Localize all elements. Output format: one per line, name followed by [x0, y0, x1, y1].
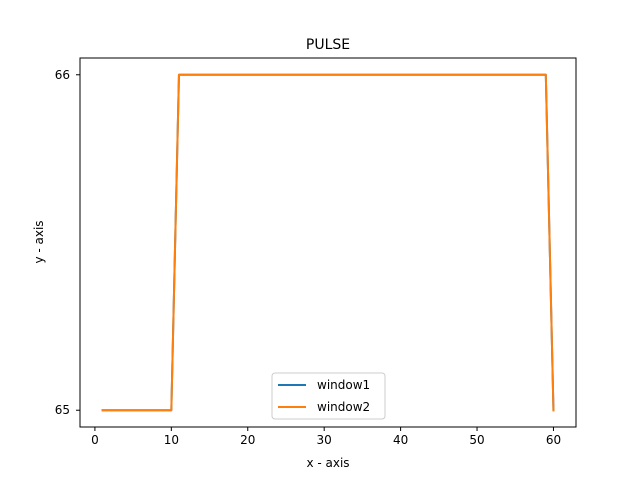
x-axis-ticks: 0 10 20 30 40 50 60 [91, 427, 561, 447]
x-tick-label-30: 30 [317, 433, 332, 447]
x-tick-label-60: 60 [546, 433, 561, 447]
y-axis-label: y - axis [32, 220, 46, 263]
x-axis-label: x - axis [306, 456, 349, 470]
legend-label-window2: window2 [317, 400, 370, 414]
x-tick-label-0: 0 [91, 433, 99, 447]
plot-series-group [101, 73, 555, 412]
x-tick-label-50: 50 [469, 433, 484, 447]
x-tick-label-10: 10 [164, 433, 179, 447]
y-tick-label-66: 66 [55, 68, 70, 82]
plot-frame [79, 57, 577, 428]
x-tick-label-20: 20 [240, 433, 255, 447]
legend: window1 window2 [271, 372, 386, 420]
chart-title: PULSE [306, 37, 350, 53]
y-axis-ticks: 65 66 [55, 68, 80, 417]
x-tick-label-40: 40 [393, 433, 408, 447]
y-tick-label-65: 65 [55, 403, 70, 417]
series-line-window2 [101, 73, 555, 412]
legend-label-window1: window1 [317, 378, 370, 392]
